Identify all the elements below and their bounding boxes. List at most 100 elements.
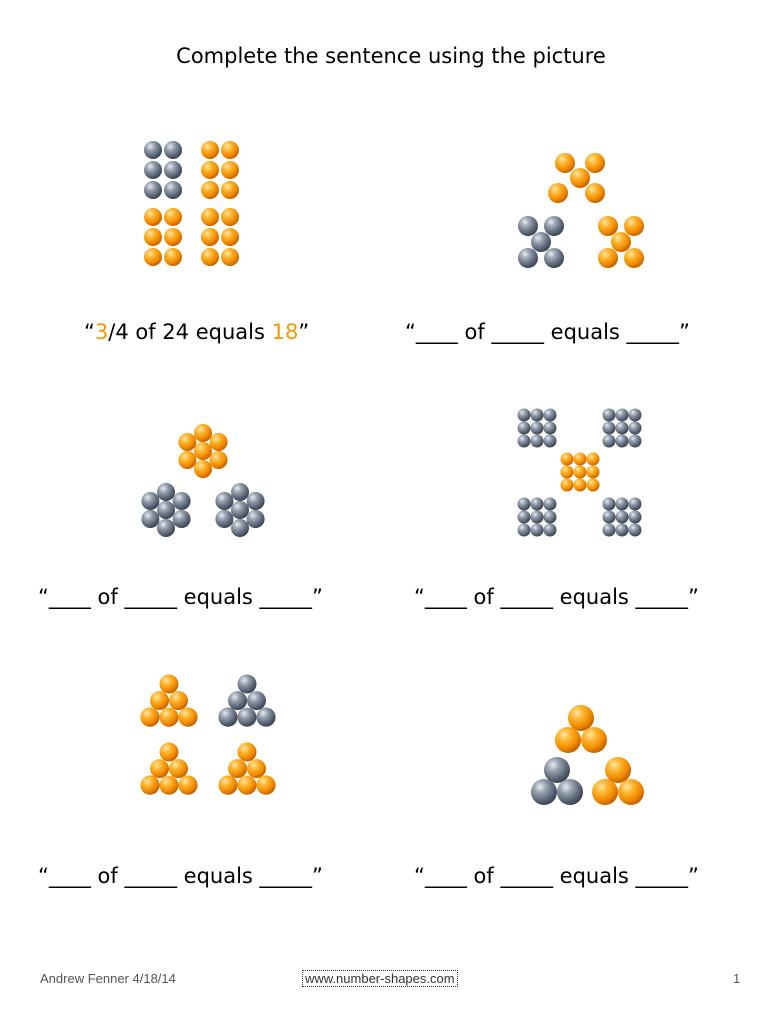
orange-ball [586, 452, 600, 466]
orange-ball [159, 674, 179, 694]
grey-ball [628, 510, 642, 524]
orange-ball [605, 757, 631, 783]
orange-ball [237, 775, 257, 795]
grey-ball [602, 408, 616, 422]
picture-2 [510, 148, 655, 273]
orange-ball [201, 208, 219, 226]
orange-ball [586, 465, 600, 479]
sentence-2: “____ of _____ equals _____” [405, 320, 690, 344]
orange-ball [570, 168, 590, 188]
orange-ball [178, 775, 198, 795]
picture-4 [512, 403, 652, 543]
orange-ball [144, 228, 162, 246]
grey-ball [517, 434, 531, 448]
grey-ball [247, 691, 266, 711]
sentence-5: “____ of _____ equals _____” [38, 864, 323, 888]
orange-ball [560, 465, 574, 479]
orange-ball [585, 183, 605, 203]
orange-ball [548, 183, 568, 203]
orange-ball [221, 228, 239, 246]
worksheet-title: Complete the sentence using the picture [176, 44, 606, 68]
grey-ball [543, 523, 557, 537]
orange-ball [237, 742, 257, 762]
footer-link[interactable]: www.number-shapes.com [302, 970, 458, 987]
picture-5-balls [140, 674, 276, 795]
orange-ball [221, 248, 239, 266]
orange-ball [573, 465, 587, 479]
grey-ball [615, 510, 629, 524]
grey-ball [157, 483, 175, 501]
grey-ball [530, 497, 544, 511]
grey-ball [246, 510, 265, 528]
grey-ball [517, 408, 531, 422]
grey-ball [543, 497, 557, 511]
orange-ball [221, 141, 239, 159]
orange-ball [159, 742, 179, 762]
grey-ball [530, 434, 544, 448]
grey-ball [544, 216, 564, 236]
grey-ball [530, 510, 544, 524]
grey-ball [615, 408, 629, 422]
orange-ball [169, 759, 188, 779]
orange-ball [150, 759, 169, 779]
orange-ball [568, 705, 594, 731]
grey-ball [164, 181, 182, 199]
grey-ball [543, 434, 557, 448]
grey-ball [231, 483, 249, 501]
grey-ball [517, 523, 531, 537]
orange-ball [201, 228, 219, 246]
grey-ball [231, 501, 249, 519]
orange-ball [611, 232, 631, 252]
orange-ball [201, 248, 219, 266]
grey-ball [518, 248, 538, 268]
picture-6 [527, 700, 662, 815]
grey-ball [256, 707, 276, 727]
grey-ball [543, 510, 557, 524]
grey-ball [517, 510, 531, 524]
grey-ball [517, 421, 531, 435]
grey-ball [164, 141, 182, 159]
orange-ball [592, 779, 618, 805]
orange-ball [624, 248, 644, 268]
grey-ball [602, 510, 616, 524]
orange-ball [164, 248, 182, 266]
grey-ball [531, 232, 551, 252]
orange-ball [201, 181, 219, 199]
grey-ball [602, 434, 616, 448]
orange-ball [247, 759, 266, 779]
orange-ball [140, 707, 160, 727]
orange-ball [159, 775, 179, 795]
footer-author: Andrew Fenner 4/18/14 [40, 971, 176, 986]
grey-ball [628, 421, 642, 435]
orange-ball [618, 779, 644, 805]
picture-2-balls [518, 153, 644, 268]
grey-ball [628, 523, 642, 537]
picture-1-balls [144, 141, 239, 266]
orange-ball [585, 153, 605, 173]
grey-ball [246, 492, 265, 510]
orange-ball [140, 775, 160, 795]
grey-ball [157, 501, 175, 519]
grey-ball [157, 519, 175, 537]
grey-ball [530, 421, 544, 435]
grey-ball [231, 519, 249, 537]
orange-ball [221, 161, 239, 179]
orange-ball [178, 433, 197, 451]
orange-ball [194, 424, 212, 442]
grey-ball [144, 141, 162, 159]
orange-ball [598, 248, 618, 268]
grey-ball [530, 408, 544, 422]
grey-ball [144, 181, 162, 199]
grey-ball [544, 248, 564, 268]
orange-ball [194, 442, 212, 460]
grey-ball [602, 421, 616, 435]
footer-link-wrap[interactable]: www.number-shapes.com [302, 970, 458, 987]
grey-ball [218, 707, 238, 727]
grey-ball [602, 497, 616, 511]
grey-ball [172, 492, 191, 510]
sentence-1-close: ” [298, 320, 310, 344]
orange-ball [555, 153, 575, 173]
orange-ball [573, 478, 587, 492]
orange-ball [194, 460, 212, 478]
grey-ball [215, 492, 234, 510]
